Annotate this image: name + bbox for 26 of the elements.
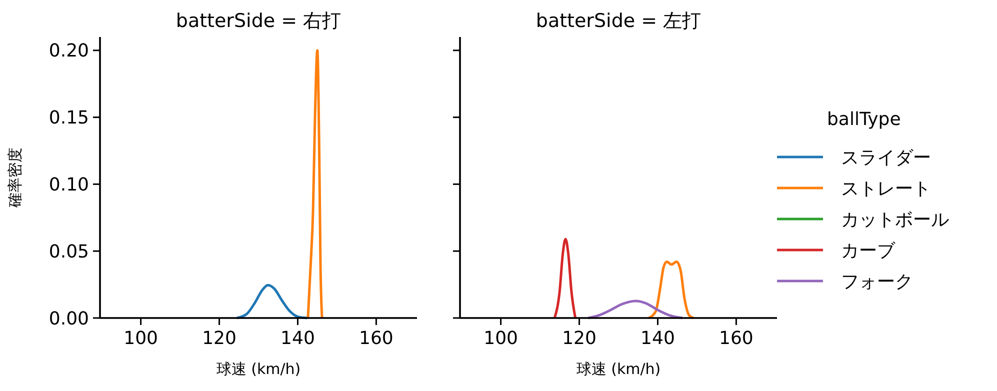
chart-title: batterSide = 左打: [536, 10, 702, 32]
legend-label: ストレート: [841, 178, 931, 200]
legend-title: ballType: [827, 109, 901, 130]
y-tick-label: 0.10: [48, 174, 89, 196]
x-tick-label: 140: [640, 328, 675, 349]
legend-label: スライダー: [841, 147, 931, 168]
legend-label: フォーク: [841, 271, 913, 292]
x-tick-label: 160: [719, 328, 754, 349]
x-tick-label: 140: [280, 328, 315, 349]
y-tick-label: 0.20: [48, 40, 89, 62]
line-series: [236, 284, 308, 320]
y-tick-label: 0.05: [48, 241, 89, 262]
x-axis-title: 球速 (km/h): [576, 360, 661, 378]
y-axis-title: 確率密度: [6, 148, 24, 208]
x-tick-label: 160: [359, 328, 394, 349]
legend-label: カーブ: [841, 240, 896, 262]
y-tick-label: 0.15: [48, 108, 89, 129]
x-tick-label: 120: [202, 328, 236, 349]
x-axis-title: 球速 (km/h): [216, 360, 301, 378]
legend-label: カットボール: [841, 209, 949, 230]
y-tick-label: 0.00: [48, 308, 89, 330]
chart-title: batterSide = 右打: [176, 10, 342, 32]
x-tick-label: 120: [562, 328, 596, 349]
x-tick-label: 100: [124, 328, 158, 349]
line-series: [306, 49, 324, 320]
x-tick-label: 100: [484, 328, 518, 349]
